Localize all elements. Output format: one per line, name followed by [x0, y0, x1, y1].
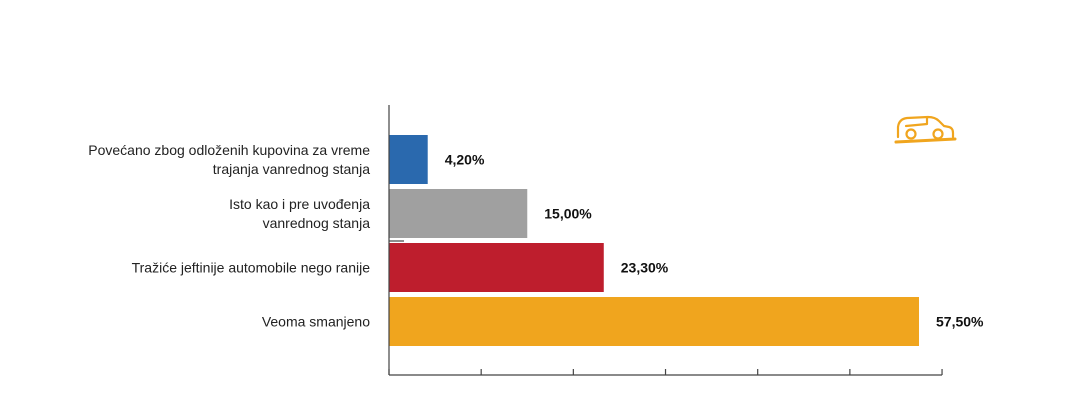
car-wheel-rear	[932, 128, 944, 140]
car-body	[896, 115, 955, 139]
bars-layer	[389, 135, 919, 346]
bar-1	[389, 135, 428, 184]
bar-2	[389, 189, 528, 238]
labels-layer: 4,20% Povećano zbog odloženih kupovina za…	[88, 142, 984, 330]
category-label-4: Veoma smanjeno	[262, 314, 370, 330]
car-icon-shape	[894, 115, 957, 144]
bar-3	[389, 243, 604, 292]
car-ground-line	[894, 137, 957, 144]
value-label-4: 57,50%	[936, 314, 984, 330]
value-label-2: 15,00%	[544, 206, 592, 222]
bar-4	[389, 297, 919, 346]
value-label-1: 4,20%	[445, 152, 485, 168]
car-wheel-front	[905, 128, 917, 140]
value-label-3: 23,30%	[621, 260, 669, 276]
category-label-1-line-2: trajanja vanrednog stanja	[213, 161, 370, 177]
car-window	[904, 116, 929, 128]
axes-layer	[388, 105, 943, 376]
category-label-1-line-1: Povećano zbog odloženih kupovina za vrem…	[88, 142, 370, 158]
category-label-2-line-2: vanrednog stanja	[263, 215, 371, 231]
category-label-2-line-1: Isto kao i pre uvođenja	[229, 196, 370, 212]
category-label-3: Tražiće jeftinije automobile nego ranije	[132, 260, 371, 276]
car-icon	[894, 115, 957, 144]
